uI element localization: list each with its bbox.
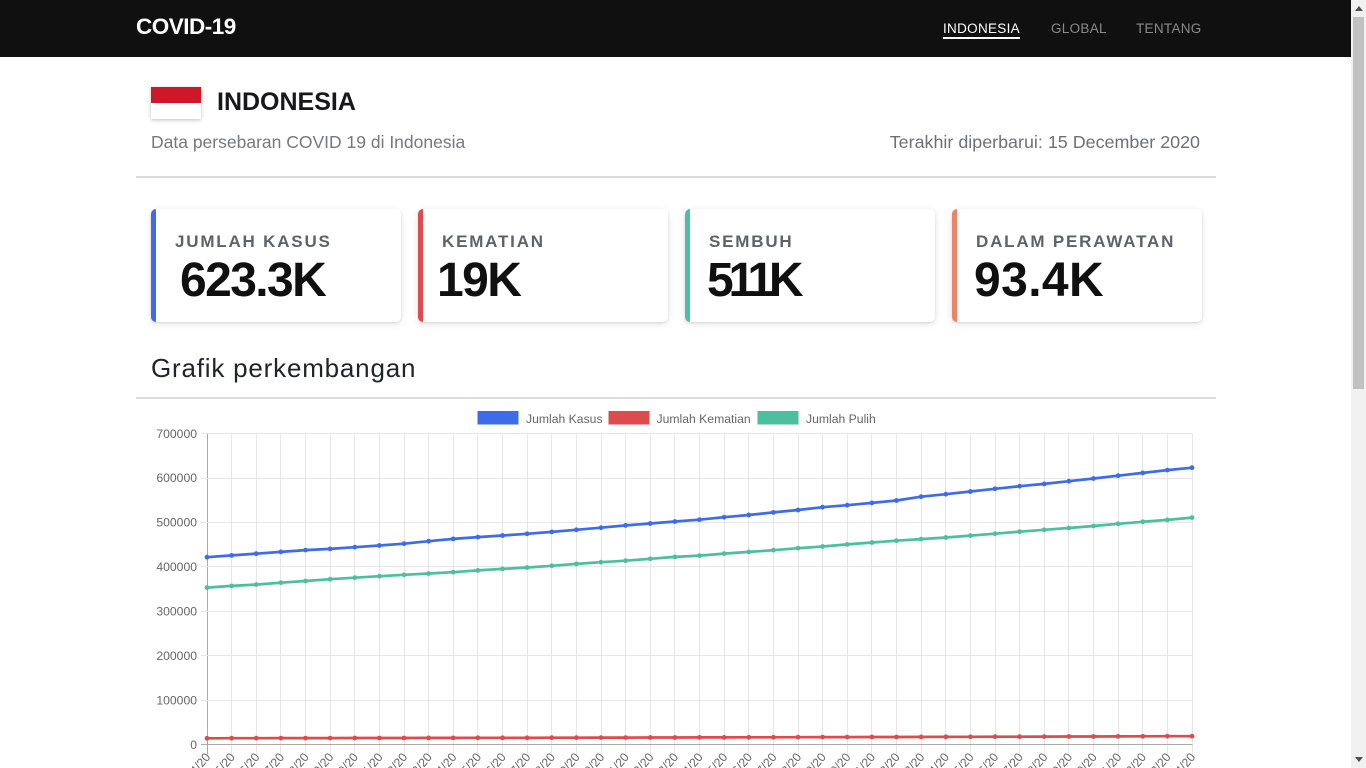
svg-text:400000: 400000 — [156, 560, 197, 574]
svg-text:Jumlah Pulih: Jumlah Pulih — [806, 412, 876, 426]
svg-text:Jumlah Kasus: Jumlah Kasus — [526, 412, 603, 426]
svg-text:600000: 600000 — [156, 471, 197, 485]
svg-text:300000: 300000 — [156, 605, 197, 619]
svg-text:500000: 500000 — [156, 516, 197, 530]
svg-text:0: 0 — [190, 738, 197, 752]
svg-text:200000: 200000 — [156, 649, 197, 663]
svg-text:700000: 700000 — [156, 427, 197, 441]
svg-text:100000: 100000 — [156, 693, 197, 707]
svg-text:Jumlah Kematian: Jumlah Kematian — [657, 412, 751, 426]
